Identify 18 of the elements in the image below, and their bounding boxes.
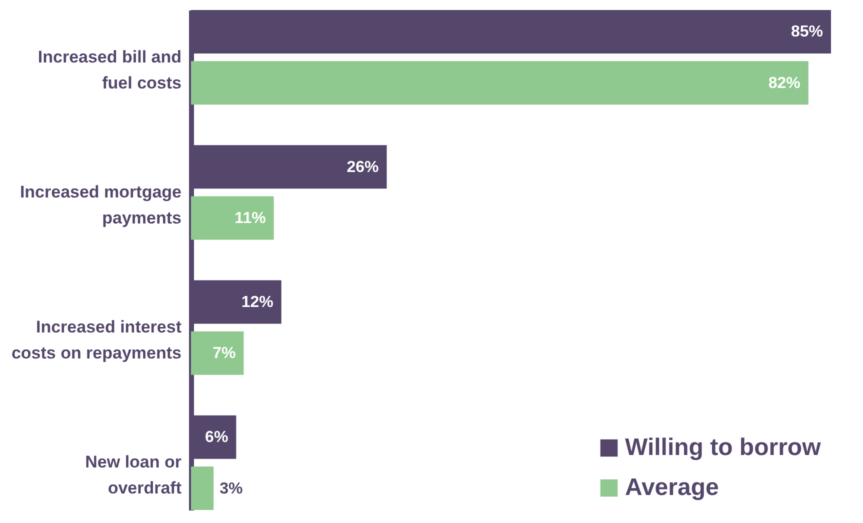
legend-label: Willing to borrow — [625, 434, 822, 461]
data-label: 85% — [790, 24, 823, 41]
data-label: 7% — [212, 345, 236, 362]
y-tick-label: Increased interest costs on repayments — [11, 318, 182, 363]
bar — [191, 331, 244, 375]
y-tick-label: Increased mortgage payments — [20, 182, 182, 228]
bar — [191, 61, 808, 105]
data-label: 12% — [241, 294, 274, 311]
data-label: 82% — [768, 74, 800, 92]
bar — [191, 466, 214, 510]
y-tick-label: Increased bill and fuel costs — [38, 47, 182, 92]
data-label: 6% — [205, 429, 228, 446]
legend-label: Average — [625, 474, 719, 501]
data-label: 3% — [220, 480, 243, 498]
bar — [191, 196, 274, 240]
data-label: 11% — [234, 210, 266, 227]
data-label: 26% — [346, 158, 379, 176]
y-tick-label: New loan or overdraft — [85, 452, 182, 498]
